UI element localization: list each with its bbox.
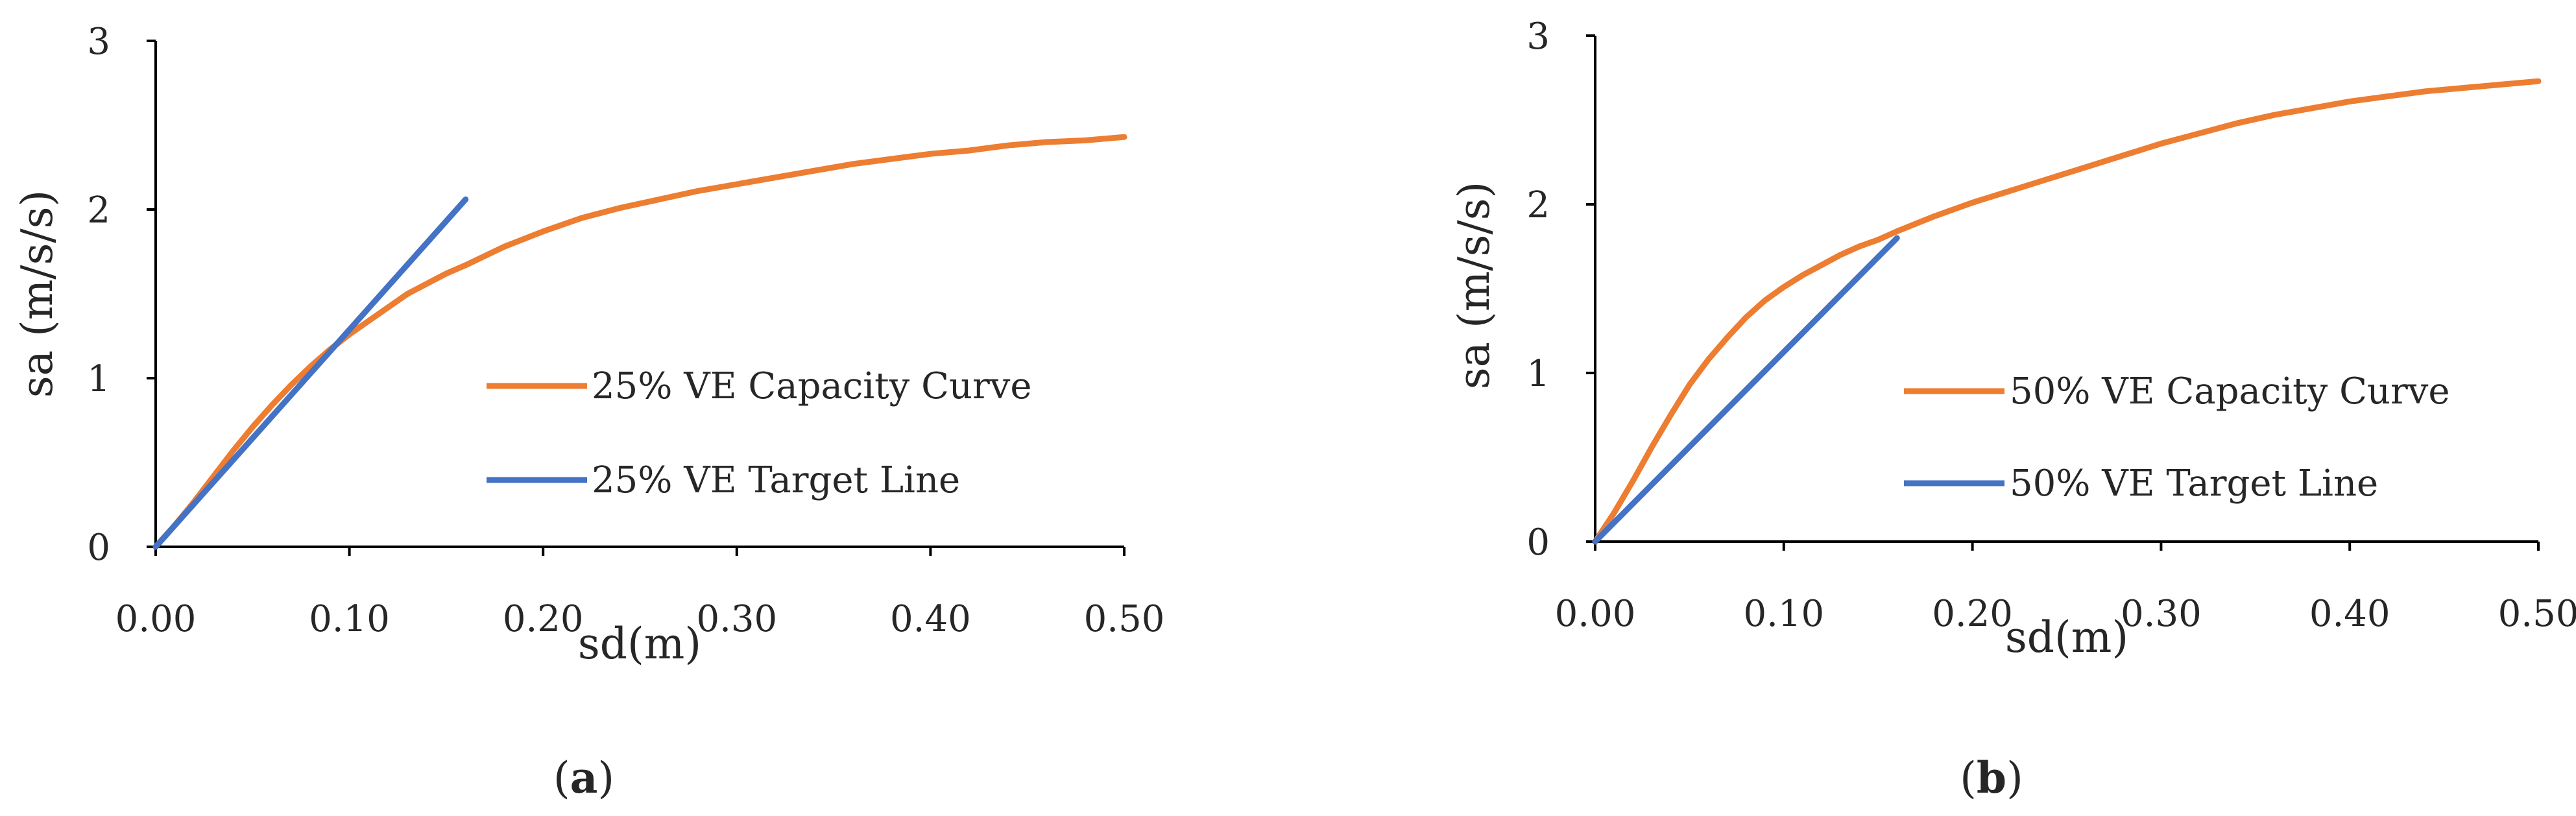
x-tick-label: 0.50 [2498,593,2576,635]
panel-caption-a: (a) [553,752,614,803]
x-tick-labels: 0.00 0.10 0.20 0.30 0.40 0.50 [115,598,1165,640]
y-tick-label: 1 [87,358,110,400]
panel-caption-letter: b [1977,752,2006,803]
y-tick-label: 2 [87,189,110,232]
y-tick-labels: 0 1 2 3 [1526,16,1550,564]
x-tick-labels: 0.00 0.10 0.20 0.30 0.40 0.50 [1555,593,2576,635]
y-tick-label: 0 [87,527,110,569]
x-tick-label: 0.10 [1743,593,1824,635]
x-tick-label: 0.30 [2121,593,2202,635]
y-tick-label: 1 [1526,353,1550,395]
legend-label-target-line: 25% VE Target Line [592,459,960,501]
y-tick-label: 0 [1526,522,1550,564]
series-line-target-line [1592,235,1900,545]
x-tick-label: 0.40 [890,598,971,640]
x-tick-label: 0.20 [1932,593,2013,635]
panel-caption-letter: a [570,752,598,803]
x-tick-label: 0.50 [1084,598,1165,640]
series-line-capacity-curve [1592,78,2542,545]
legend-label-capacity-curve: 50% VE Capacity Curve [2010,370,2450,413]
x-axis-title: sd(m) [2005,612,2128,662]
y-tick-labels: 0 1 2 3 [87,21,110,569]
y-axis-title: sa (m/s/s) [1449,182,1499,390]
panel-caption-b: (b) [1960,752,2023,803]
x-tick-label: 0.00 [1555,593,1636,635]
y-tick-label: 2 [1526,184,1550,226]
x-tick-label: 0.10 [309,598,390,640]
chart-panel-a: 0 1 2 3 0.00 0.10 0.20 0.30 0.40 0.50 25… [12,21,1164,803]
y-tick-label: 3 [1526,16,1550,58]
x-tick-label: 0.30 [696,598,777,640]
x-axis-title: sd(m) [578,619,701,669]
x-tick-label: 0.00 [115,598,197,640]
y-axis-title: sa (m/s/s) [12,190,62,398]
x-tick-label: 0.40 [2309,593,2390,635]
series-line-capacity-curve [152,134,1127,550]
chart-panel-b: 0 1 2 3 0.00 0.10 0.20 0.30 0.40 0.50 50… [1449,16,2576,803]
legend-label-target-line: 50% VE Target Line [2010,462,2378,505]
y-tick-label: 3 [87,21,110,63]
tick-marks [1586,34,2540,551]
series-line-target-line [152,196,469,550]
x-tick-label: 0.20 [503,598,584,640]
legend-label-capacity-curve: 25% VE Capacity Curve [592,365,1032,407]
